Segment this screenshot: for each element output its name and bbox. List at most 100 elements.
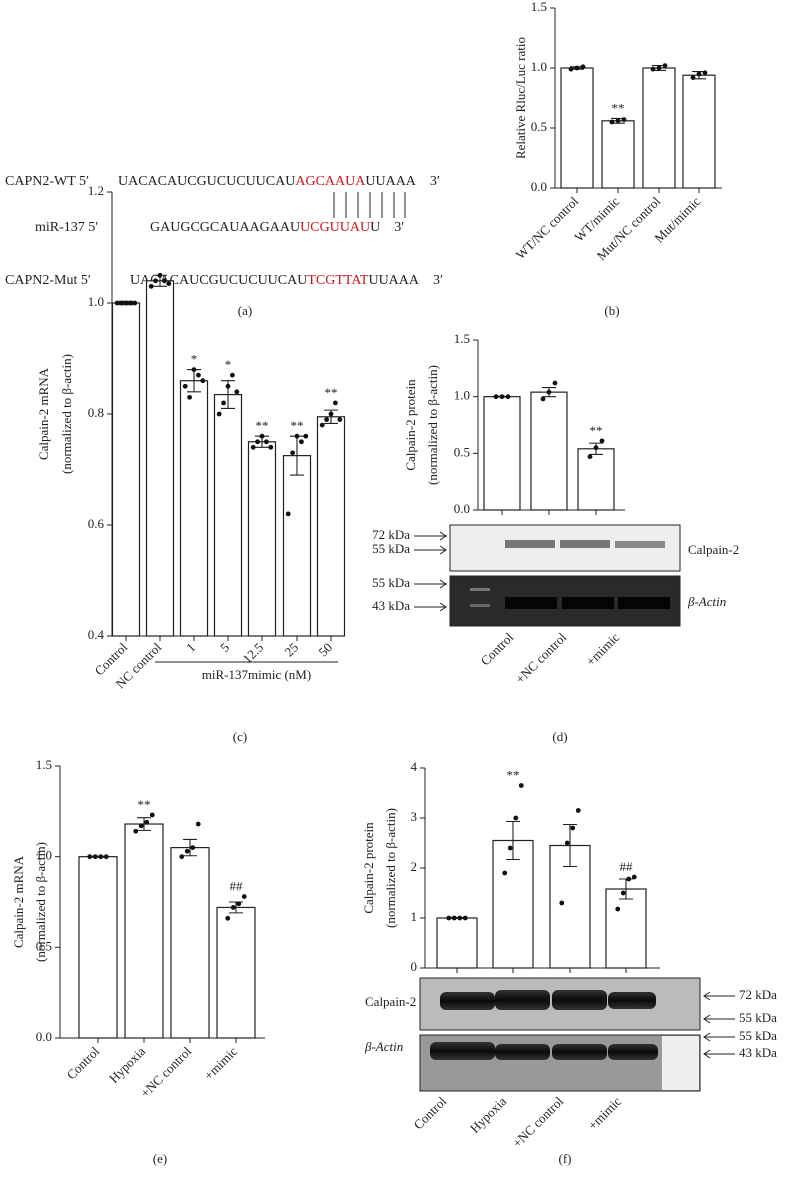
data-point — [268, 444, 274, 450]
x-tick-label: WT/NC control — [513, 193, 582, 262]
data-point — [132, 300, 138, 306]
data-point — [138, 823, 144, 829]
data-point — [599, 438, 605, 444]
data-point — [114, 300, 120, 306]
y-tick-label: 0.5 — [454, 444, 470, 459]
significance-label: ** — [138, 797, 151, 812]
y-axis-label: Calpain-2 mRNA — [11, 855, 26, 948]
y-tick-label: 0.4 — [88, 627, 105, 642]
x-tick-label: 1 — [183, 640, 198, 655]
sequence-part: UCGUUAU — [300, 220, 370, 235]
data-point — [552, 380, 558, 386]
data-point — [540, 396, 546, 402]
significance-label: * — [225, 357, 232, 372]
x-tick-label: 5 — [217, 640, 232, 655]
x-tick-label: Hypoxia — [467, 1093, 509, 1135]
data-point — [518, 783, 524, 788]
data-point — [195, 821, 201, 827]
data-point — [564, 840, 570, 846]
data-point — [333, 400, 338, 406]
data-point — [144, 819, 150, 825]
y-tick-label: 1.0 — [36, 848, 52, 863]
data-point — [502, 870, 508, 876]
marker-label: 72 kDa — [739, 987, 777, 1002]
data-point — [123, 300, 129, 306]
band-label: Calpain-2 — [688, 542, 739, 557]
y-axis-label: Calpain-2 protein — [403, 379, 418, 471]
data-point — [505, 394, 511, 400]
significance-label: * — [191, 352, 198, 367]
data-point — [626, 876, 632, 882]
sequence-part: AGCAAUA — [295, 174, 366, 189]
bar — [642, 67, 676, 189]
data-point — [656, 65, 662, 71]
sequence-part: UUAAA — [365, 174, 416, 189]
sequence-part: UUAAA — [368, 273, 419, 288]
y-tick-label: 1.0 — [454, 388, 470, 403]
data-point — [615, 906, 621, 912]
data-point — [662, 63, 668, 68]
x-tick-label: Control — [478, 629, 517, 668]
x-tick-label: 25 — [281, 640, 301, 660]
x-tick-label: +NC control — [509, 1093, 566, 1150]
x-tick-label: 50 — [315, 640, 335, 660]
data-point — [587, 454, 593, 460]
data-point — [513, 815, 519, 821]
bar — [216, 906, 256, 1039]
data-point — [119, 300, 124, 306]
data-point — [149, 812, 155, 818]
y-axis-label: Calpain-2 protein — [361, 822, 376, 914]
data-point — [499, 394, 505, 400]
significance-label: ## — [230, 879, 244, 894]
sequence-part: GAUGCGCAUAAGAAU — [150, 220, 300, 235]
data-point — [230, 905, 236, 910]
data-point — [593, 445, 599, 451]
significance-label: ** — [507, 767, 520, 782]
data-point — [148, 283, 154, 289]
sequence-part: U — [370, 220, 380, 235]
data-point — [290, 450, 295, 456]
data-point — [620, 890, 626, 896]
significance-label: ## — [620, 859, 634, 874]
y-tick-label: 4 — [411, 759, 418, 774]
sequence-end: 3′ — [394, 220, 404, 235]
data-point — [299, 439, 304, 445]
data-point — [92, 854, 98, 860]
marker-label: 55 kDa — [372, 575, 410, 590]
data-point — [157, 272, 163, 278]
blot-image — [419, 977, 701, 1092]
y-axis-label: Calpain-2 mRNA — [36, 367, 51, 460]
marker-label: 55 kDa — [372, 541, 410, 556]
data-point — [631, 874, 637, 880]
data-point — [87, 854, 93, 860]
data-point — [324, 417, 329, 422]
panel-label: (b) — [604, 303, 619, 318]
data-point — [446, 915, 452, 921]
significance-label: ** — [612, 100, 625, 115]
significance-label: ** — [590, 423, 603, 438]
y-tick-label: 0.5 — [531, 119, 547, 134]
bar — [483, 396, 521, 511]
data-point — [337, 417, 343, 422]
sequence-part: TCGTTAT — [307, 273, 369, 288]
y-tick-label: 0 — [411, 959, 418, 974]
y-tick-label: 0.0 — [36, 1029, 52, 1044]
pairing-lines — [333, 192, 406, 218]
data-point — [702, 70, 708, 76]
group-label: miR-137mimic (nM) — [202, 667, 311, 682]
bar — [601, 120, 635, 189]
data-point — [609, 119, 615, 125]
data-point — [234, 389, 240, 395]
bar — [560, 67, 594, 189]
blot-image — [449, 524, 681, 627]
data-point — [650, 66, 656, 72]
data-point — [191, 367, 197, 372]
data-point — [507, 845, 513, 851]
x-tick-label: +mimic — [585, 1093, 624, 1132]
bar — [605, 888, 647, 969]
data-point — [319, 422, 325, 428]
bar — [111, 302, 141, 637]
y-axis-label: (normalized to β-actin) — [425, 365, 440, 485]
data-point — [451, 915, 457, 921]
